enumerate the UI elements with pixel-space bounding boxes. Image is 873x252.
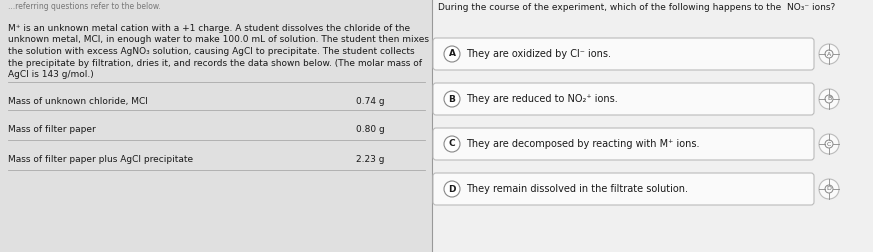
FancyBboxPatch shape [433,38,814,70]
Text: B: B [449,94,456,104]
Text: A: A [827,51,831,56]
Text: They are reduced to NO₂⁺ ions.: They are reduced to NO₂⁺ ions. [466,94,618,104]
Circle shape [819,89,839,109]
Text: B: B [827,97,831,102]
Text: C: C [449,140,456,148]
Text: They are oxidized by Cl⁻ ions.: They are oxidized by Cl⁻ ions. [466,49,611,59]
Text: AgCl is 143 g/mol.): AgCl is 143 g/mol.) [8,70,93,79]
Circle shape [444,46,460,62]
Text: C: C [827,142,831,146]
Circle shape [819,179,839,199]
Text: unknown metal, MCl, in enough water to make 100.0 mL of solution. The student th: unknown metal, MCl, in enough water to m… [8,36,429,45]
Text: ...referring questions refer to the below.: ...referring questions refer to the belo… [8,2,161,11]
Text: 0.74 g: 0.74 g [356,97,385,106]
Circle shape [444,91,460,107]
Text: D: D [827,186,831,192]
Text: They remain dissolved in the filtrate solution.: They remain dissolved in the filtrate so… [466,184,688,194]
Circle shape [444,181,460,197]
Text: 0.80 g: 0.80 g [356,125,385,134]
FancyBboxPatch shape [433,83,814,115]
Text: Mass of filter paper: Mass of filter paper [8,125,96,134]
Circle shape [819,44,839,64]
Text: They are decomposed by reacting with M⁺ ions.: They are decomposed by reacting with M⁺ … [466,139,699,149]
Text: During the course of the experiment, which of the following happens to the  NO₃⁻: During the course of the experiment, whi… [438,3,835,12]
Circle shape [819,134,839,154]
Text: Mass of filter paper plus AgCl precipitate: Mass of filter paper plus AgCl precipita… [8,155,193,164]
Text: 2.23 g: 2.23 g [356,155,385,164]
Text: D: D [448,184,456,194]
Text: A: A [449,49,456,58]
FancyBboxPatch shape [433,128,814,160]
Text: the precipitate by filtration, dries it, and records the data shown below. (The : the precipitate by filtration, dries it,… [8,58,422,68]
Text: the solution with excess AgNO₃ solution, causing AgCl to precipitate. The studen: the solution with excess AgNO₃ solution,… [8,47,415,56]
FancyBboxPatch shape [0,0,432,252]
Circle shape [444,136,460,152]
Text: M⁺ is an unknown metal cation with a +1 charge. A student dissolves the chloride: M⁺ is an unknown metal cation with a +1 … [8,24,410,33]
Text: Mass of unknown chloride, MCl: Mass of unknown chloride, MCl [8,97,148,106]
FancyBboxPatch shape [432,0,873,252]
FancyBboxPatch shape [433,173,814,205]
